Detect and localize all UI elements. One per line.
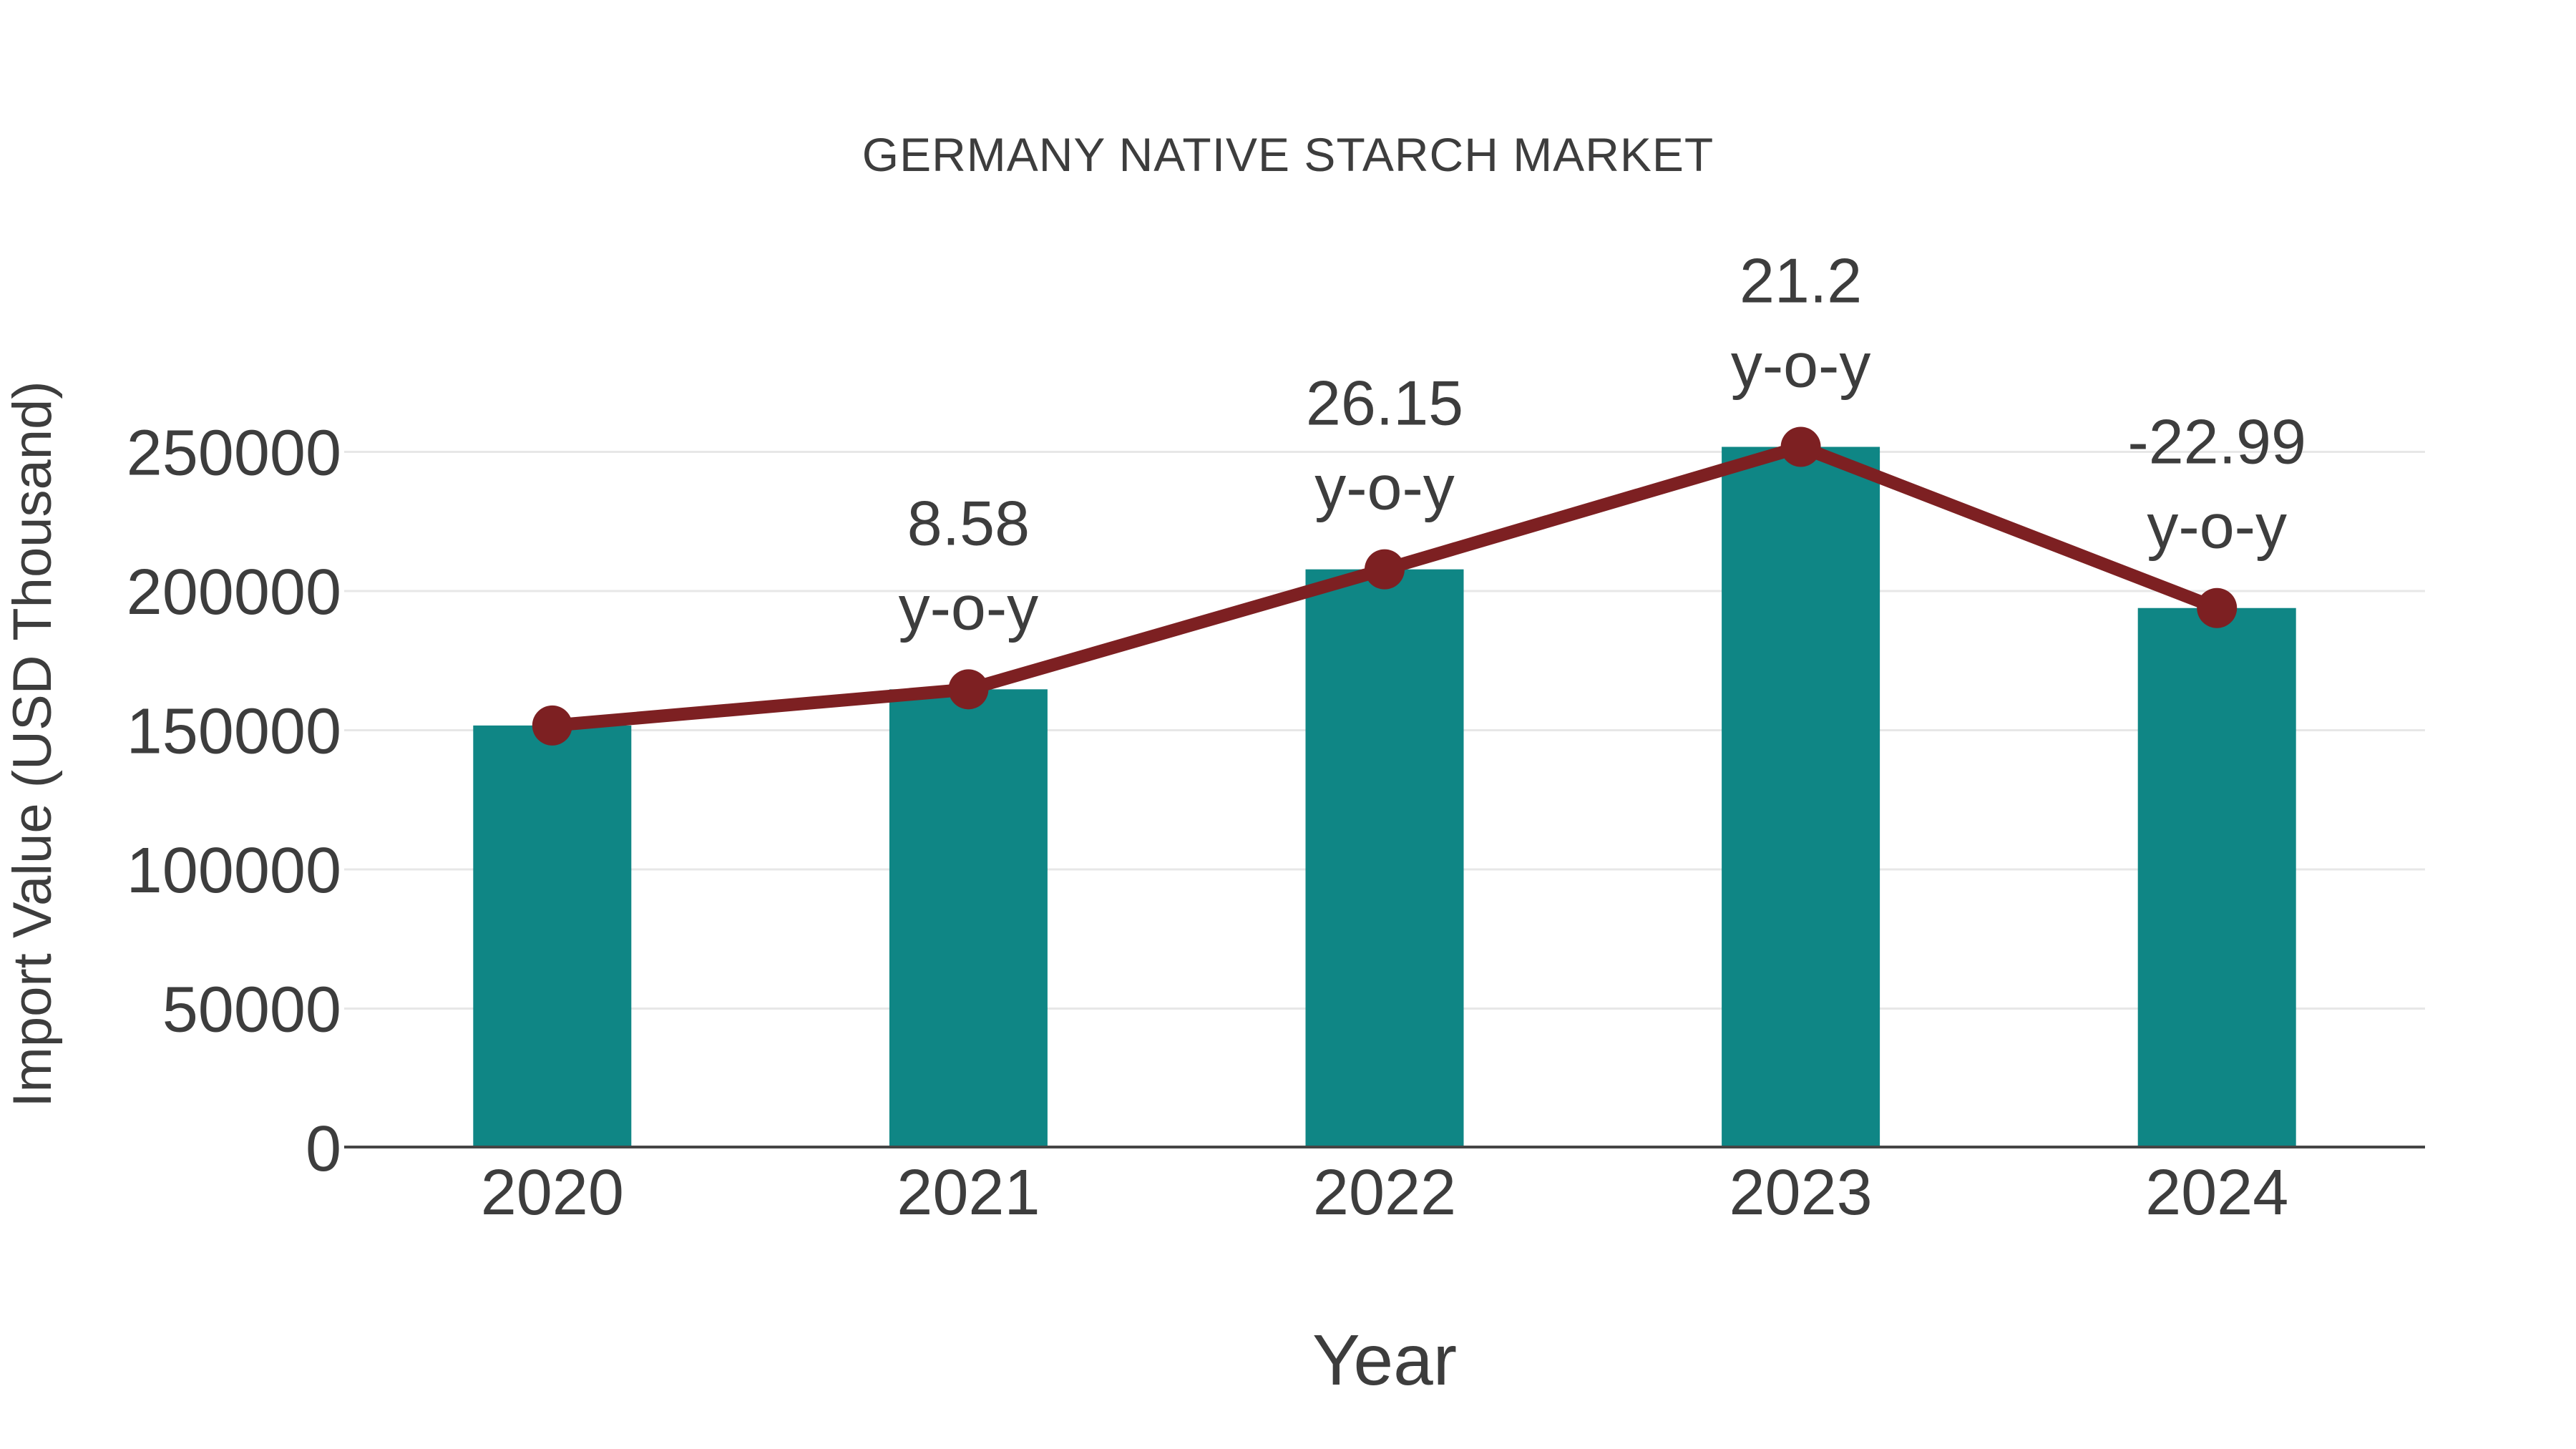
yoy-value-label-2021: 8.58 [907, 487, 1030, 558]
bar-2020 [473, 725, 632, 1148]
yoy-suffix-label-2023: y-o-y [1731, 329, 1871, 400]
data-point-marker-2024 [2197, 587, 2238, 628]
bar-2023 [1722, 447, 1880, 1148]
x-axis-title: Year [1312, 1320, 1458, 1400]
y-tick-label: 50000 [162, 975, 341, 1046]
y-axis-title: Import Value (USD Thousand) [2, 381, 63, 1108]
bar-2024 [2137, 608, 2296, 1148]
data-point-marker-2023 [1780, 426, 1821, 467]
yoy-suffix-label-2021: y-o-y [899, 572, 1039, 643]
y-tick-label: 200000 [127, 557, 341, 628]
y-tick-label: 150000 [127, 696, 341, 768]
bar-2022 [1305, 569, 1464, 1148]
y-tick-label: 250000 [127, 418, 341, 489]
yoy-suffix-label-2022: y-o-y [1314, 452, 1455, 523]
x-tick-label-2020: 2020 [481, 1157, 624, 1229]
chart-title: GERMANY NATIVE STARCH MARKET [862, 128, 1714, 181]
y-tick-label: 100000 [127, 835, 341, 907]
x-tick-label-2023: 2023 [1729, 1157, 1872, 1229]
yoy-suffix-label-2024: y-o-y [2147, 491, 2287, 562]
y-tick-label: 0 [306, 1113, 341, 1185]
x-tick-label-2021: 2021 [897, 1157, 1040, 1229]
data-point-marker-2020 [532, 705, 572, 746]
yoy-value-label-2024: -22.99 [2127, 406, 2306, 477]
yoy-value-label-2023: 21.2 [1740, 245, 1862, 316]
data-point-marker-2022 [1365, 549, 1405, 590]
data-point-marker-2021 [948, 669, 989, 710]
x-tick-label-2024: 2024 [2145, 1157, 2288, 1229]
x-tick-label-2022: 2022 [1313, 1157, 1456, 1229]
bar-2021 [889, 689, 1048, 1148]
yoy-value-label-2022: 26.15 [1306, 368, 1463, 439]
